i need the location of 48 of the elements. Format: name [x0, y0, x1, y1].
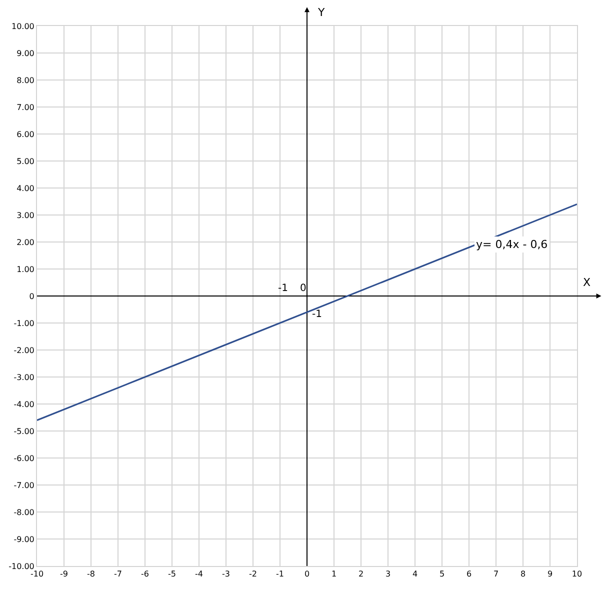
x-tick-label: 6 [466, 570, 472, 579]
y-tick-label: 2.00 [16, 238, 34, 247]
x-tick-label: -6 [141, 570, 149, 579]
x-tick-label: -8 [87, 570, 95, 579]
x-tick-label: -2 [249, 570, 257, 579]
x-axis-title: X [583, 276, 591, 289]
x-tick-label: 7 [493, 570, 499, 579]
y-tick-label: -4.00 [14, 400, 34, 409]
annotation: -1 [278, 283, 288, 294]
x-tick-label: 9 [547, 570, 553, 579]
y-tick-label: 4.00 [16, 184, 34, 193]
y-tick-label: 3.00 [16, 210, 34, 220]
y-tick-label: -1.00 [14, 318, 34, 328]
x-tick-label: 8 [520, 570, 526, 579]
y-tick-label: -8.00 [14, 508, 34, 517]
y-tick-label: -3.00 [14, 372, 34, 382]
y-axis-title: Y [317, 6, 325, 19]
y-tick-label: 7.00 [16, 102, 34, 112]
y-tick-label: -5.00 [14, 426, 34, 436]
x-tick-label: 4 [412, 570, 418, 579]
x-tick-label: -10 [30, 570, 44, 579]
y-tick-label: 10.00 [11, 22, 34, 31]
x-tick-label: 1 [331, 570, 337, 579]
y-tick-label: -7.00 [14, 480, 34, 490]
y-tick-label: 9.00 [16, 48, 34, 58]
x-tick-label: 3 [385, 570, 391, 579]
y-tick-label: 1.00 [16, 264, 34, 274]
x-tick-label: -7 [114, 570, 122, 579]
y-tick-label: -6.00 [14, 454, 34, 463]
x-tick-label: 2 [358, 570, 364, 579]
x-tick-label: 0 [304, 570, 310, 579]
y-tick-label: -9.00 [14, 534, 34, 544]
annotation: 0 [300, 283, 306, 294]
annotation: -1 [312, 309, 322, 320]
x-tick-label: -5 [168, 570, 176, 579]
x-tick-label: -3 [222, 570, 230, 579]
y-tick-label: 5.00 [16, 156, 34, 166]
y-tick-label: 8.00 [16, 76, 34, 85]
x-tick-label: -1 [276, 570, 284, 579]
x-tick-label: -9 [60, 570, 68, 579]
y-tick-label: -10.00 [8, 562, 34, 571]
y-tick-label: -2.00 [14, 346, 34, 355]
y-tick-label: 6.00 [16, 130, 34, 139]
annotation: y= 0,4x - 0,6 [476, 238, 548, 251]
x-tick-label: -4 [195, 570, 203, 579]
x-tick-label: 5 [439, 570, 445, 579]
y-tick-label: 0 [29, 292, 34, 301]
x-tick-label: 10 [572, 570, 582, 579]
